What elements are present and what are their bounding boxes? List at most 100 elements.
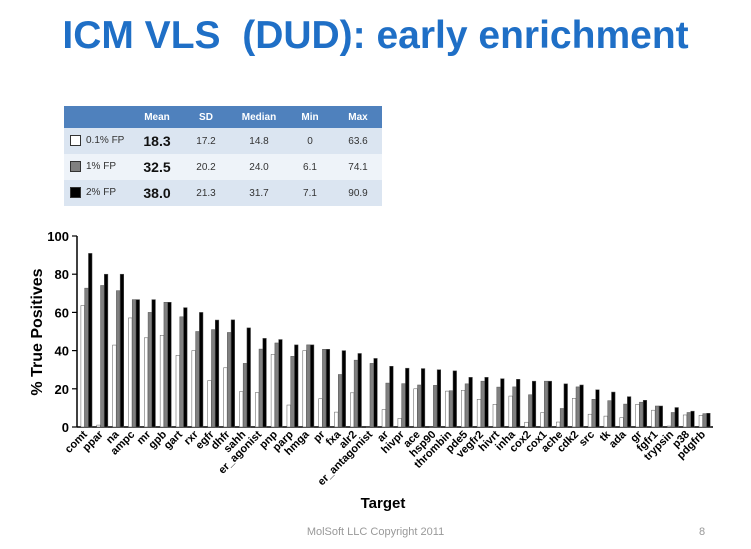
bar (559, 408, 565, 428)
bar (417, 384, 422, 428)
table-row: 0.1% FP 18.3 17.2 14.8 0 63.6 (64, 128, 382, 154)
y-tick-label: 20 (55, 382, 69, 397)
bar (211, 329, 216, 428)
bar (183, 307, 188, 428)
y-axis-title: % True Positives (29, 268, 46, 395)
min-cell: 6.1 (286, 154, 334, 180)
bar (627, 396, 632, 428)
bar (448, 390, 454, 428)
bar (223, 367, 228, 428)
bar (365, 426, 371, 428)
bar (706, 412, 711, 428)
bar (575, 386, 580, 428)
bar (112, 344, 117, 428)
bar (587, 413, 592, 428)
sd-cell: 17.2 (180, 128, 232, 154)
median-cell: 14.8 (232, 128, 286, 154)
bar (306, 344, 311, 428)
bar (524, 421, 529, 428)
bar (318, 398, 323, 428)
footer-copyright: MolSoft LLC Copyright 2011 (306, 526, 445, 538)
bar (651, 409, 656, 428)
x-tick-label: src (577, 429, 597, 449)
bar (84, 287, 89, 428)
y-tick-label: 0 (62, 420, 69, 435)
bar (619, 417, 624, 428)
bar (484, 377, 489, 428)
table-row: 1% FP 32.5 20.2 24.0 6.1 74.1 (64, 154, 382, 180)
row-label: 0.1% FP (86, 135, 125, 147)
bar (682, 414, 688, 428)
bar (468, 377, 473, 428)
mean-cell: 18.3 (134, 128, 180, 154)
bar (270, 354, 275, 428)
bar (397, 418, 402, 428)
bar (294, 344, 299, 428)
bar (278, 339, 283, 428)
bar (635, 404, 640, 428)
bar (639, 401, 644, 428)
table-header: Mean (134, 106, 180, 128)
bar (476, 399, 481, 428)
bar (195, 331, 200, 428)
bar (531, 380, 537, 428)
row-label: 2% FP (86, 187, 117, 199)
bar (151, 299, 156, 428)
bar (690, 410, 695, 428)
bar (104, 273, 109, 428)
sd-cell: 20.2 (180, 154, 232, 180)
bar (563, 383, 568, 428)
bar (135, 299, 140, 428)
slide-title: ICM VLS (DUD): early enrichment (62, 14, 689, 57)
legend-swatch-icon (70, 187, 81, 199)
bar (227, 332, 232, 428)
bar (528, 394, 533, 428)
row-label: 1% FP (86, 161, 117, 173)
bar (163, 302, 168, 428)
bar (658, 405, 663, 428)
bar (385, 382, 390, 428)
table-header: Max (334, 106, 382, 128)
bar (373, 358, 378, 428)
bar (357, 353, 362, 428)
bar (480, 380, 485, 428)
bar (595, 389, 600, 428)
table-header-row: Mean SD Median Min Max (64, 106, 382, 128)
bar (258, 348, 263, 428)
min-cell: 7.1 (286, 180, 334, 206)
bar (461, 390, 466, 428)
bar (246, 327, 251, 428)
bar (512, 386, 517, 428)
bar (179, 316, 184, 428)
bar (429, 426, 434, 428)
bar (670, 412, 675, 428)
bar (556, 421, 561, 428)
mean-cell: 38.0 (134, 180, 180, 206)
bar (369, 363, 374, 428)
table-header (64, 106, 134, 128)
bar (452, 370, 457, 428)
bar (405, 367, 410, 428)
bar (544, 380, 549, 428)
bar (381, 409, 386, 428)
bar (579, 384, 584, 428)
bar (286, 404, 291, 428)
y-tick-label: 40 (55, 344, 69, 359)
bar (607, 400, 612, 428)
bar (496, 386, 501, 428)
bar (492, 404, 497, 428)
page-number: 8 (699, 526, 706, 538)
min-cell: 0 (286, 128, 334, 154)
bar (436, 369, 441, 428)
table-header: Min (286, 106, 334, 128)
bar (338, 374, 343, 428)
bar (230, 319, 235, 428)
median-cell: 24.0 (232, 154, 286, 180)
bar (603, 415, 608, 428)
bar (591, 399, 596, 428)
bar (401, 383, 406, 428)
bar (322, 349, 327, 428)
bar (80, 305, 85, 428)
bar (702, 413, 707, 428)
stats-table: Mean SD Median Min Max 0.1% FP 18.3 17.2… (64, 106, 382, 206)
